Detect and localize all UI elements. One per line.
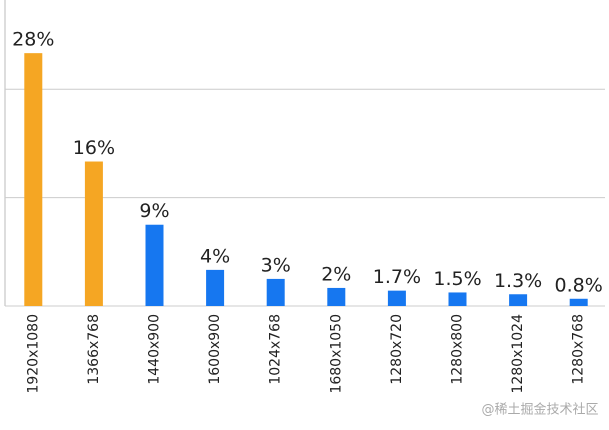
value-label: 0.8%	[555, 274, 603, 296]
bar	[266, 278, 285, 306]
bar	[24, 53, 43, 306]
watermark: @稀土掘金技术社区	[481, 402, 598, 418]
bar	[327, 287, 346, 306]
x-tick-label: 1680x1050	[328, 314, 344, 394]
bar	[569, 298, 588, 306]
value-label: 9%	[139, 200, 169, 222]
bar	[84, 161, 103, 306]
x-tick-label: 1024x768	[268, 314, 284, 385]
x-tick-label: 1280x768	[571, 314, 587, 385]
value-label: 1.7%	[373, 266, 421, 288]
bar	[509, 294, 528, 306]
value-label: 3%	[261, 254, 291, 276]
x-tick-label: 1920x1080	[25, 314, 41, 394]
value-label: 28%	[12, 29, 54, 51]
x-tick-label: 1600x900	[207, 314, 223, 385]
x-tick-label: 1366x768	[86, 314, 102, 385]
value-label: 16%	[73, 137, 115, 159]
value-label: 1.5%	[433, 268, 481, 290]
x-tick-label: 1280x1024	[510, 314, 526, 394]
bar	[448, 292, 467, 306]
value-label: 4%	[200, 245, 230, 267]
x-tick-label: 1280x720	[389, 314, 405, 385]
x-tick-label: 1440x900	[147, 314, 163, 385]
value-label: 2%	[321, 263, 351, 285]
bar	[145, 224, 164, 306]
bar	[387, 290, 406, 306]
value-label: 1.3%	[494, 270, 542, 292]
x-tick-label: 1280x800	[450, 314, 466, 385]
bar	[206, 269, 225, 306]
